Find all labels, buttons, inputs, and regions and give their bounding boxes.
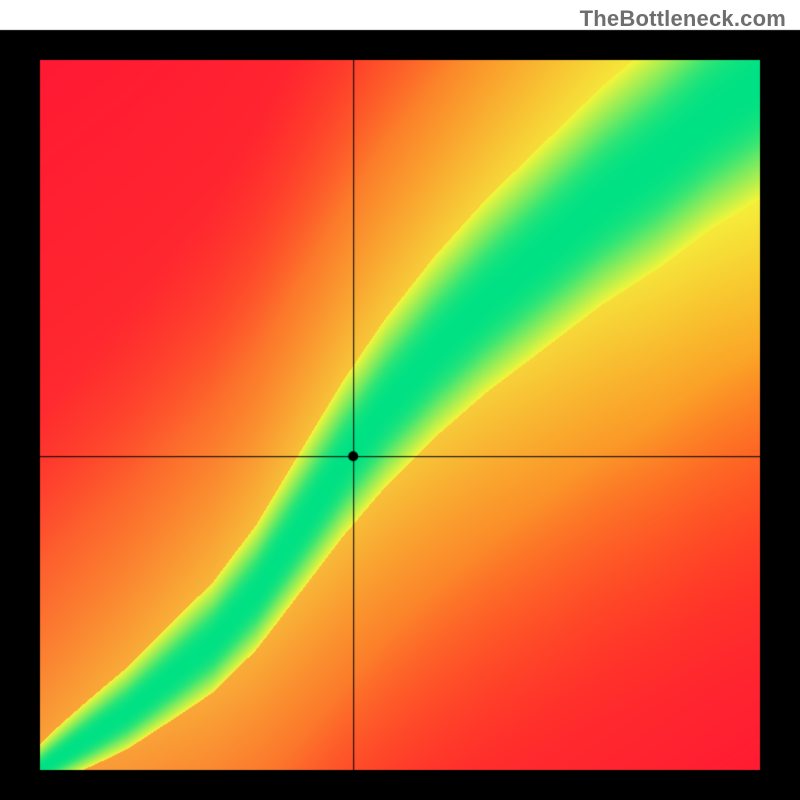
chart-container: TheBottleneck.com: [0, 0, 800, 800]
bottleneck-heatmap: [0, 0, 800, 800]
watermark-text: TheBottleneck.com: [580, 6, 786, 32]
